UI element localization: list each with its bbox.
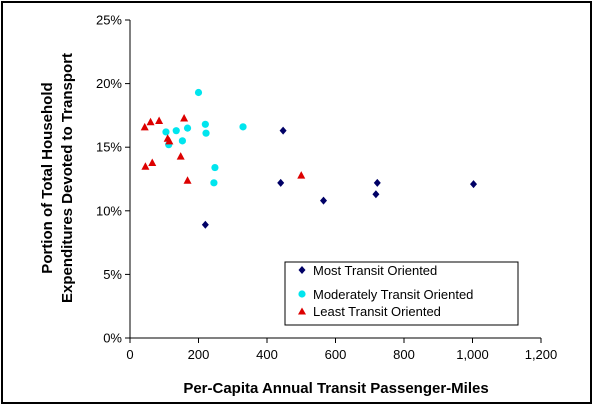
y-axis-title-line-2: Expenditures Devoted to Transport: [59, 53, 76, 303]
data-point-circle: [172, 127, 180, 135]
x-tick-label: 1,200: [525, 347, 558, 362]
data-point-circle: [162, 128, 170, 136]
y-tick-label: 0%: [103, 331, 122, 346]
legend-label-most: Most Transit Oriented: [313, 263, 437, 278]
data-point-circle: [211, 163, 219, 172]
legend-item-most: Most Transit Oriented: [298, 263, 437, 278]
data-point-diamond: [320, 196, 328, 205]
data-point-triangle: [140, 122, 149, 131]
data-point-triangle: [155, 116, 164, 124]
y-ticks: 0% 5% 10% 15% 20% 25%: [96, 13, 130, 346]
x-tick-label: 400: [256, 347, 278, 362]
data-point-triangle: [183, 176, 192, 184]
data-point-diamond: [201, 220, 209, 229]
y-tick-label: 25%: [96, 13, 122, 28]
data-point-circle: [239, 123, 247, 131]
x-tick-label: 800: [393, 347, 415, 362]
data-point-triangle: [165, 136, 174, 145]
y-axis-title-line-1: Portion of Total Household: [39, 82, 56, 273]
legend-diamond-marker: [298, 266, 306, 274]
data-points: [140, 88, 478, 229]
data-point-diamond: [279, 126, 287, 135]
legend-box: [284, 261, 519, 326]
x-ticks: 0 200 400 600 800 1,000 1,200: [126, 338, 557, 362]
data-point-circle: [178, 137, 187, 145]
legend: Most Transit Oriented Moderately Transit…: [284, 261, 519, 326]
data-point-circle: [194, 88, 203, 97]
y-axis-title: Portion of Total Household Expenditures …: [39, 53, 76, 303]
data-point-triangle: [297, 171, 306, 179]
data-point-triangle: [180, 113, 189, 122]
y-tick-label: 10%: [96, 203, 122, 218]
data-point-circle: [201, 120, 209, 128]
legend-item-moderately: Moderately Transit Oriented: [298, 287, 473, 302]
y-tick-label: 20%: [96, 76, 122, 91]
data-point-circle: [183, 124, 192, 132]
legend-label-moderately: Moderately Transit Oriented: [313, 287, 473, 302]
x-tick-label: 200: [188, 347, 210, 362]
x-tick-label: 600: [325, 347, 347, 362]
y-tick-label: 15%: [96, 140, 122, 155]
x-tick-label: 1,000: [456, 347, 489, 362]
data-point-triangle: [146, 117, 155, 126]
legend-circle-marker: [298, 290, 306, 298]
legend-triangle-marker: [298, 307, 306, 315]
legend-item-least: Least Transit Oriented: [298, 304, 441, 319]
data-point-circle: [202, 129, 210, 137]
data-point-circle: [210, 179, 218, 187]
series-diamond: [201, 126, 478, 229]
data-point-diamond: [372, 190, 380, 199]
y-tick-label: 5%: [103, 267, 122, 282]
data-point-diamond: [277, 178, 285, 187]
data-point-diamond: [470, 180, 478, 189]
data-point-diamond: [373, 178, 381, 187]
x-axis-title: Per-Capita Annual Transit Passenger-Mile…: [183, 380, 488, 397]
legend-label-least: Least Transit Oriented: [313, 304, 441, 319]
data-point-triangle: [141, 162, 150, 170]
data-point-triangle: [148, 158, 157, 166]
series-circle: [162, 88, 247, 187]
series-triangle: [140, 113, 306, 184]
x-tick-label: 0: [126, 347, 133, 362]
data-point-triangle: [176, 152, 185, 160]
